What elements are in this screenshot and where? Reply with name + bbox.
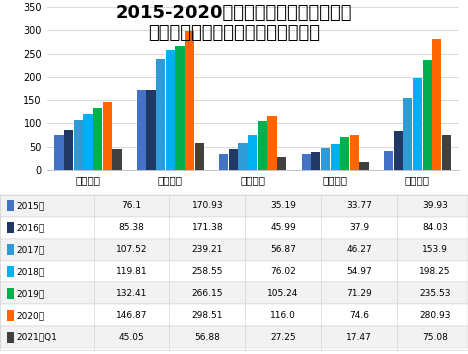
Text: 27.25: 27.25 bbox=[271, 333, 296, 342]
Text: 71.29: 71.29 bbox=[346, 289, 372, 298]
Text: 46.27: 46.27 bbox=[346, 245, 372, 254]
Text: 266.15: 266.15 bbox=[191, 289, 223, 298]
Text: 132.41: 132.41 bbox=[116, 289, 147, 298]
Bar bbox=[359, 162, 369, 170]
Bar bbox=[195, 143, 204, 170]
Text: 39.93: 39.93 bbox=[422, 201, 448, 210]
Bar bbox=[311, 152, 321, 170]
Bar bbox=[7, 266, 14, 277]
Text: 56.88: 56.88 bbox=[194, 333, 220, 342]
Bar bbox=[146, 90, 156, 170]
Bar bbox=[7, 244, 14, 255]
Bar bbox=[301, 154, 311, 170]
Bar bbox=[229, 149, 238, 170]
Bar bbox=[0, 239, 468, 261]
Text: 17.47: 17.47 bbox=[346, 333, 372, 342]
Text: 54.97: 54.97 bbox=[346, 267, 372, 276]
Bar bbox=[0, 326, 468, 348]
Text: 170.93: 170.93 bbox=[191, 201, 223, 210]
Text: 45.99: 45.99 bbox=[270, 223, 296, 232]
Bar bbox=[54, 135, 64, 170]
Text: 2017年: 2017年 bbox=[17, 245, 45, 254]
Bar bbox=[432, 39, 441, 170]
Bar bbox=[166, 50, 175, 170]
Bar bbox=[258, 121, 267, 170]
Bar bbox=[394, 131, 403, 170]
Text: 107.52: 107.52 bbox=[116, 245, 147, 254]
Bar bbox=[239, 143, 248, 170]
Bar bbox=[219, 154, 228, 170]
Text: 76.02: 76.02 bbox=[270, 267, 296, 276]
Text: 2018年: 2018年 bbox=[17, 267, 45, 276]
Bar bbox=[0, 282, 468, 304]
Text: 2016年: 2016年 bbox=[17, 223, 45, 232]
Text: 2015年: 2015年 bbox=[17, 201, 45, 210]
Bar bbox=[0, 261, 468, 282]
Bar bbox=[330, 144, 340, 170]
Bar bbox=[403, 98, 412, 170]
Text: 105.24: 105.24 bbox=[267, 289, 299, 298]
Bar bbox=[93, 108, 102, 170]
Text: 116.0: 116.0 bbox=[270, 311, 296, 320]
Text: 37.9: 37.9 bbox=[349, 223, 369, 232]
Bar bbox=[7, 310, 14, 321]
Bar bbox=[74, 120, 83, 170]
Text: 146.87: 146.87 bbox=[116, 311, 147, 320]
Bar bbox=[137, 90, 146, 170]
Text: 298.51: 298.51 bbox=[191, 311, 223, 320]
Bar bbox=[176, 46, 184, 170]
Bar bbox=[83, 114, 93, 170]
Text: 76.1: 76.1 bbox=[121, 201, 142, 210]
Text: 85.38: 85.38 bbox=[118, 223, 145, 232]
Bar bbox=[0, 304, 468, 326]
Text: 119.81: 119.81 bbox=[116, 267, 147, 276]
Text: 258.55: 258.55 bbox=[191, 267, 223, 276]
Text: 280.93: 280.93 bbox=[419, 311, 451, 320]
Bar bbox=[0, 217, 468, 239]
Text: 153.9: 153.9 bbox=[422, 245, 448, 254]
Bar bbox=[112, 149, 122, 170]
Text: 2015-2020年中国印制电路板几大上市
企业营业总收入对比（单位：亿元）: 2015-2020年中国印制电路板几大上市 企业营业总收入对比（单位：亿元） bbox=[116, 4, 352, 42]
Bar bbox=[102, 102, 112, 170]
Text: 239.21: 239.21 bbox=[191, 245, 223, 254]
Text: 45.05: 45.05 bbox=[118, 333, 145, 342]
Bar bbox=[277, 157, 286, 170]
Bar bbox=[0, 195, 468, 217]
Bar bbox=[384, 152, 393, 170]
Bar bbox=[442, 135, 451, 170]
Text: 171.38: 171.38 bbox=[191, 223, 223, 232]
Bar bbox=[267, 116, 277, 170]
Bar bbox=[7, 222, 14, 233]
Bar bbox=[423, 60, 431, 170]
Bar bbox=[321, 148, 330, 170]
Text: 75.08: 75.08 bbox=[422, 333, 448, 342]
Text: 35.19: 35.19 bbox=[270, 201, 296, 210]
Bar bbox=[185, 31, 194, 170]
Text: 2021年Q1: 2021年Q1 bbox=[17, 333, 58, 342]
Text: 84.03: 84.03 bbox=[422, 223, 448, 232]
Bar bbox=[7, 288, 14, 299]
Text: 235.53: 235.53 bbox=[419, 289, 451, 298]
Text: 33.77: 33.77 bbox=[346, 201, 372, 210]
Bar bbox=[350, 135, 359, 170]
Text: 198.25: 198.25 bbox=[419, 267, 451, 276]
Text: 74.6: 74.6 bbox=[349, 311, 369, 320]
Bar bbox=[248, 135, 257, 170]
Bar bbox=[156, 59, 165, 170]
Text: 2020年: 2020年 bbox=[17, 311, 45, 320]
Bar bbox=[413, 78, 422, 170]
Text: 56.87: 56.87 bbox=[270, 245, 296, 254]
Bar bbox=[7, 200, 14, 211]
Bar bbox=[7, 332, 14, 343]
Bar bbox=[64, 130, 73, 170]
Text: 2019年: 2019年 bbox=[17, 289, 45, 298]
Bar bbox=[340, 137, 349, 170]
